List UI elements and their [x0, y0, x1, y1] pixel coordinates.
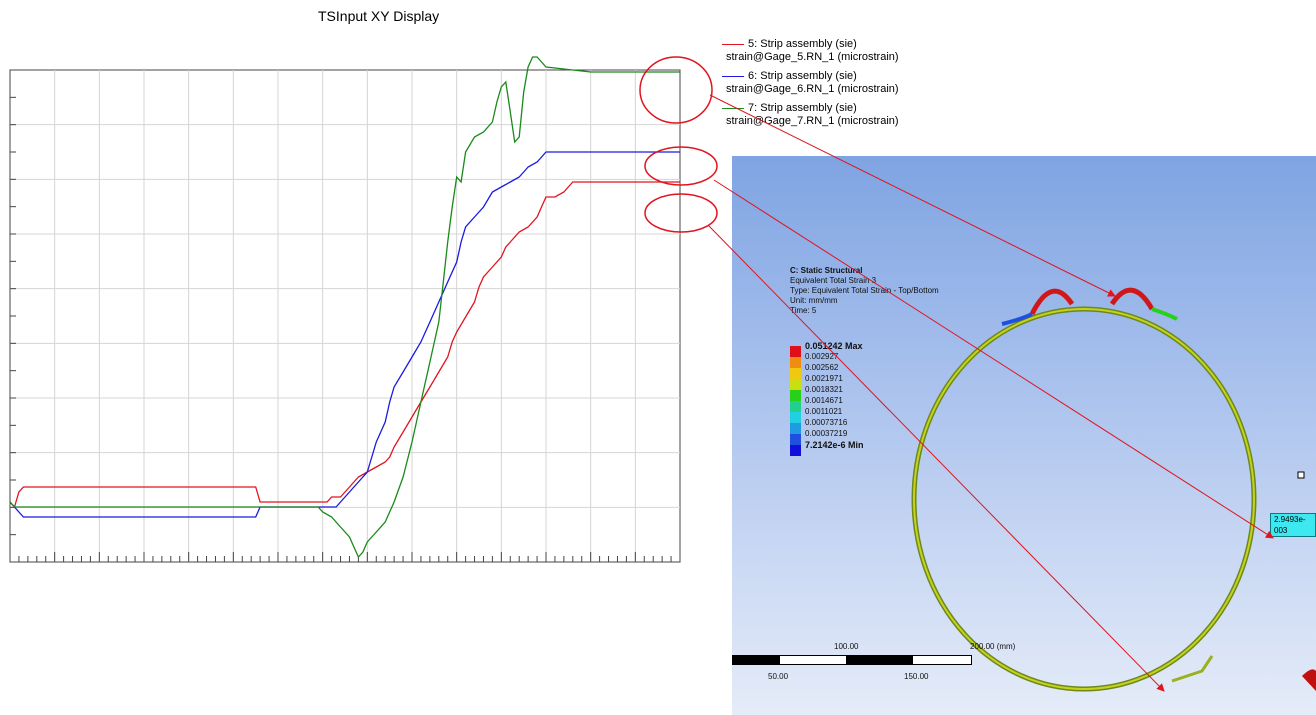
- strip-green-region: [1151, 307, 1178, 321]
- color-legend-value: 0.00073716: [805, 418, 848, 427]
- color-legend-value: 0.0014671: [805, 396, 843, 405]
- legend-item-gage5: 5: Strip assembly (sie) strain@Gage_5.RN…: [722, 38, 899, 64]
- model-edge-red-fragment: [1302, 669, 1316, 691]
- fea-analysis-title: C: Static Structural: [790, 266, 863, 275]
- ring-model-outline: [911, 306, 1257, 692]
- chart-title: TSInput XY Display: [318, 8, 440, 24]
- legend-swatch-gage5: [722, 43, 744, 45]
- probe-value-label[interactable]: 2.9493e-003: [1270, 513, 1316, 537]
- legend-item-gage7: 7: Strip assembly (sie) strain@Gage_7.RN…: [722, 102, 899, 128]
- color-legend-swatch: [790, 390, 801, 401]
- color-legend-value: 0.002927: [805, 352, 839, 361]
- color-legend-value: 7.2142e-6 Min: [805, 440, 864, 450]
- scale-segment-4: [912, 655, 972, 665]
- color-legend-swatch: [790, 346, 801, 357]
- legend-label-gage5: 5: Strip assembly (sie): [748, 38, 857, 50]
- legend-sublabel-gage5: strain@Gage_5.RN_1 (microstrain): [726, 51, 899, 63]
- plot-area: [9, 69, 681, 563]
- scale-label-50: 50.00: [768, 672, 789, 681]
- color-legend-value: 0.051242 Max: [805, 341, 863, 351]
- fea-info-block: C: Static Structural Equivalent Total St…: [790, 266, 939, 316]
- ring-bottom-edge: [1171, 655, 1214, 683]
- scale-segment-2: [780, 655, 846, 665]
- legend-swatch-gage7: [722, 107, 744, 109]
- legend-sublabel-gage6: strain@Gage_6.RN_1 (microstrain): [726, 83, 899, 95]
- legend-label-gage6: 6: Strip assembly (sie): [748, 70, 857, 82]
- scale-segment-3: [846, 655, 912, 665]
- color-legend-swatch: [790, 434, 801, 445]
- color-legend-swatch: [790, 357, 801, 368]
- fea-time: Time: 5: [790, 306, 817, 315]
- color-legend-swatch: [790, 379, 801, 390]
- color-legend-value: 0.0018321: [805, 385, 843, 394]
- color-legend-value: 0.0021971: [805, 374, 843, 383]
- fea-result-viewport[interactable]: C: Static Structural Equivalent Total St…: [732, 156, 1316, 715]
- fea-unit: Unit: mm/mm: [790, 296, 838, 305]
- color-legend-swatch: [790, 423, 801, 434]
- color-legend-value: 0.002562: [805, 363, 839, 372]
- color-legend-swatch: [790, 401, 801, 412]
- scale-label-200: 200.00 (mm): [970, 642, 1016, 651]
- strip-loop-right: [1109, 287, 1155, 311]
- color-legend-swatch: [790, 368, 801, 379]
- legend-swatch-gage6: [722, 75, 744, 77]
- color-legend-swatch: [790, 445, 801, 456]
- scale-label-150: 150.00: [904, 672, 929, 681]
- scale-segment-1: [732, 655, 780, 665]
- chart-legend: 5: Strip assembly (sie) strain@Gage_5.RN…: [722, 38, 899, 134]
- color-legend-swatch: [790, 412, 801, 423]
- probe-marker: [1297, 471, 1305, 479]
- legend-sublabel-gage7: strain@Gage_7.RN_1 (microstrain): [726, 115, 899, 127]
- scale-ruler: 100.00 200.00 (mm) 50.00 150.00: [732, 642, 1032, 712]
- color-legend-value: 0.00037219: [805, 429, 848, 438]
- series-line-gage7: [9, 56, 680, 559]
- scale-label-100: 100.00: [834, 642, 859, 651]
- fea-result-name: Equivalent Total Strain 3: [790, 276, 877, 285]
- legend-item-gage6: 6: Strip assembly (sie) strain@Gage_6.RN…: [722, 70, 899, 96]
- color-legend-value: 0.0011021: [805, 407, 843, 416]
- fea-result-type: Type: Equivalent Total Strain - Top/Bott…: [790, 286, 939, 295]
- legend-label-gage7: 7: Strip assembly (sie): [748, 102, 857, 114]
